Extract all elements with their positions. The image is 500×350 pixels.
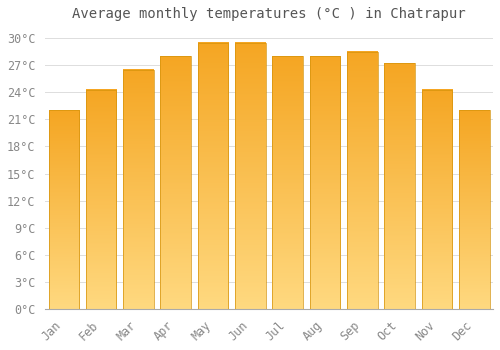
Bar [235,43,266,309]
Bar [198,43,228,309]
Bar [347,52,378,309]
Bar [48,110,79,309]
Bar [123,70,154,309]
Bar [160,56,191,309]
Bar [384,63,415,309]
Bar [86,90,117,309]
Bar [310,56,340,309]
Bar [422,90,452,309]
Bar [459,110,490,309]
Title: Average monthly temperatures (°C ) in Chatrapur: Average monthly temperatures (°C ) in Ch… [72,7,466,21]
Bar [272,56,303,309]
